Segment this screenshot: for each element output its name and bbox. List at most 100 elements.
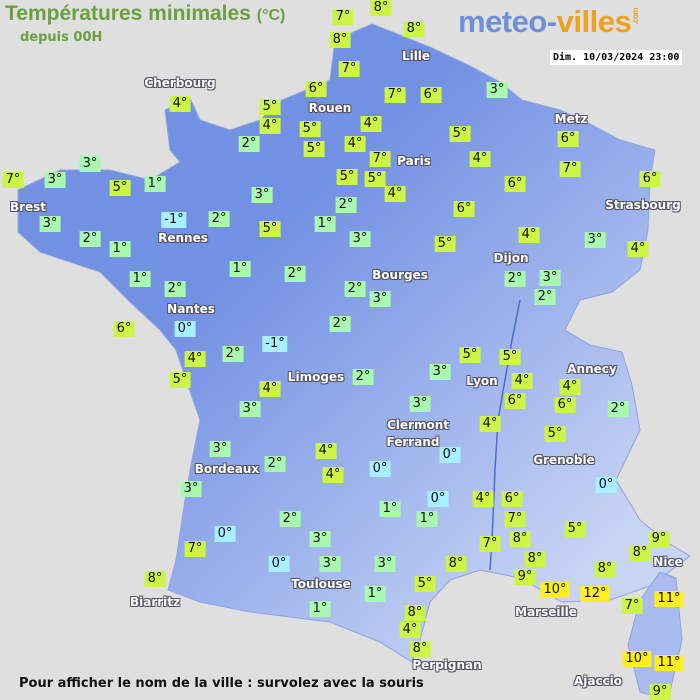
temperature-label[interactable]: 4° <box>472 491 494 507</box>
temperature-label[interactable]: 6° <box>453 201 475 217</box>
temperature-label[interactable]: 6° <box>420 87 442 103</box>
temperature-label[interactable]: 7° <box>338 61 360 77</box>
temperature-label[interactable]: 6° <box>554 397 576 413</box>
temperature-label[interactable]: 9° <box>648 531 670 547</box>
temperature-label[interactable]: 11° <box>654 655 684 671</box>
temperature-label[interactable]: 1° <box>109 241 131 257</box>
temperature-label[interactable]: 0° <box>214 526 236 542</box>
temperature-label[interactable]: 1° <box>364 586 386 602</box>
temperature-label[interactable]: 0° <box>595 477 617 493</box>
temperature-label[interactable]: 7° <box>479 536 501 552</box>
temperature-label[interactable]: 1° <box>314 216 336 232</box>
temperature-label[interactable]: 7° <box>332 9 354 25</box>
temperature-label[interactable]: 5° <box>499 349 521 365</box>
temperature-label[interactable]: 1° <box>144 176 166 192</box>
temperature-label[interactable]: 3° <box>486 82 508 98</box>
temperature-label[interactable]: 3° <box>374 556 396 572</box>
temperature-label[interactable]: 6° <box>504 393 526 409</box>
temperature-label[interactable]: 3° <box>251 187 273 203</box>
temperature-label[interactable]: 2° <box>504 271 526 287</box>
temperature-label[interactable]: 2° <box>329 316 351 332</box>
temperature-label[interactable]: 8° <box>403 21 425 37</box>
temperature-label[interactable]: 5° <box>336 169 358 185</box>
temperature-label[interactable]: 2° <box>284 266 306 282</box>
temperature-label[interactable]: 8° <box>404 605 426 621</box>
temperature-label[interactable]: 3° <box>79 156 101 172</box>
temperature-label[interactable]: 0° <box>174 321 196 337</box>
temperature-label[interactable]: 7° <box>384 87 406 103</box>
temperature-label[interactable]: 2° <box>279 511 301 527</box>
temperature-label[interactable]: 2° <box>238 136 260 152</box>
temperature-label[interactable]: 5° <box>259 221 281 237</box>
temperature-label[interactable]: 4° <box>360 116 382 132</box>
temperature-label[interactable]: 8° <box>629 545 651 561</box>
temperature-label[interactable]: 3° <box>209 441 231 457</box>
temperature-label[interactable]: 10° <box>622 651 652 667</box>
temperature-label[interactable]: 5° <box>259 99 281 115</box>
temperature-label[interactable]: 4° <box>315 443 337 459</box>
temperature-label[interactable]: 8° <box>409 641 431 657</box>
temperature-label[interactable]: 0° <box>369 461 391 477</box>
meteo-villes-logo[interactable]: meteo-villes.com <box>458 4 640 40</box>
temperature-label[interactable]: 2° <box>79 231 101 247</box>
temperature-label[interactable]: 4° <box>511 373 533 389</box>
temperature-label[interactable]: 1° <box>309 601 331 617</box>
temperature-label[interactable]: 5° <box>449 126 471 142</box>
temperature-label[interactable]: 10° <box>540 582 570 598</box>
temperature-label[interactable]: 6° <box>305 81 327 97</box>
temperature-label[interactable]: 1° <box>129 271 151 287</box>
temperature-label[interactable]: 3° <box>539 270 561 286</box>
temperature-label[interactable]: 3° <box>239 401 261 417</box>
temperature-label[interactable]: 7° <box>621 598 643 614</box>
temperature-label[interactable]: 3° <box>180 481 202 497</box>
temperature-label[interactable]: 4° <box>259 118 281 134</box>
temperature-label[interactable]: 5° <box>544 426 566 442</box>
temperature-label[interactable]: 5° <box>434 236 456 252</box>
temperature-label[interactable]: 5° <box>364 171 386 187</box>
temperature-label[interactable]: 5° <box>303 141 325 157</box>
temperature-label[interactable]: 0° <box>427 491 449 507</box>
temperature-label[interactable]: 3° <box>584 232 606 248</box>
temperature-label[interactable]: 8° <box>329 32 351 48</box>
temperature-label[interactable]: 9° <box>514 569 536 585</box>
temperature-label[interactable]: 1° <box>379 501 401 517</box>
temperature-label[interactable]: 2° <box>264 456 286 472</box>
temperature-label[interactable]: 4° <box>344 136 366 152</box>
temperature-label[interactable]: 8° <box>509 531 531 547</box>
temperature-label[interactable]: -1° <box>161 212 187 228</box>
temperature-label[interactable]: 5° <box>459 347 481 363</box>
temperature-label[interactable]: 8° <box>370 0 392 16</box>
temperature-label[interactable]: 6° <box>504 176 526 192</box>
temperature-label[interactable]: 3° <box>349 231 371 247</box>
temperature-label[interactable]: 2° <box>344 281 366 297</box>
temperature-label[interactable]: 1° <box>229 261 251 277</box>
temperature-label[interactable]: 5° <box>414 576 436 592</box>
temperature-label[interactable]: 4° <box>184 351 206 367</box>
temperature-label[interactable]: 4° <box>322 467 344 483</box>
temperature-label[interactable]: 2° <box>607 401 629 417</box>
temperature-label[interactable]: 4° <box>469 151 491 167</box>
temperature-label[interactable]: 5° <box>109 180 131 196</box>
temperature-label[interactable]: 4° <box>479 416 501 432</box>
temperature-label[interactable]: 6° <box>557 131 579 147</box>
temperature-label[interactable]: 4° <box>169 96 191 112</box>
temperature-label[interactable]: 7° <box>2 172 24 188</box>
temperature-label[interactable]: 8° <box>594 561 616 577</box>
temperature-label[interactable]: 3° <box>409 396 431 412</box>
temperature-label[interactable]: 5° <box>299 121 321 137</box>
temperature-label[interactable]: 5° <box>564 521 586 537</box>
temperature-label[interactable]: 7° <box>184 541 206 557</box>
temperature-label[interactable]: 3° <box>44 172 66 188</box>
temperature-label[interactable]: 4° <box>384 186 406 202</box>
temperature-label[interactable]: 2° <box>335 197 357 213</box>
temperature-label[interactable]: 3° <box>369 291 391 307</box>
temperature-label[interactable]: 0° <box>439 447 461 463</box>
temperature-label[interactable]: 2° <box>352 369 374 385</box>
temperature-label[interactable]: 4° <box>259 381 281 397</box>
temperature-label[interactable]: 2° <box>222 346 244 362</box>
temperature-label[interactable]: 2° <box>208 211 230 227</box>
temperature-label[interactable]: 3° <box>309 531 331 547</box>
temperature-label[interactable]: 2° <box>164 281 186 297</box>
temperature-label[interactable]: 12° <box>580 586 610 602</box>
temperature-label[interactable]: 9° <box>649 684 671 700</box>
